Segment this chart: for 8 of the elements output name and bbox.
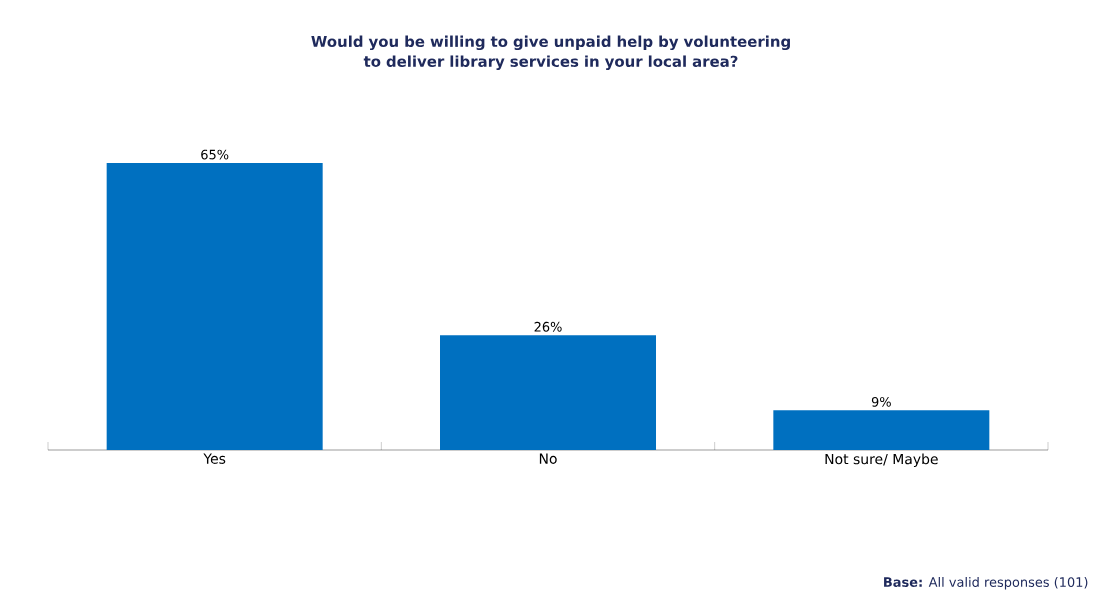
text: Base: All valid responses (101) (884, 576, 1088, 590)
data-label: 65% (201, 149, 229, 160)
x-tick-label: No (539, 453, 557, 464)
data-label: 9% (871, 396, 891, 407)
chart-title: Would you be willing to give unpaid help by volunteering to deliver library services in your local area? (311, 35, 790, 71)
x-tick-label: Yes (203, 453, 226, 464)
data-label: 26% (534, 321, 562, 332)
x-tick-label: Not sure/ Maybe (825, 453, 938, 468)
